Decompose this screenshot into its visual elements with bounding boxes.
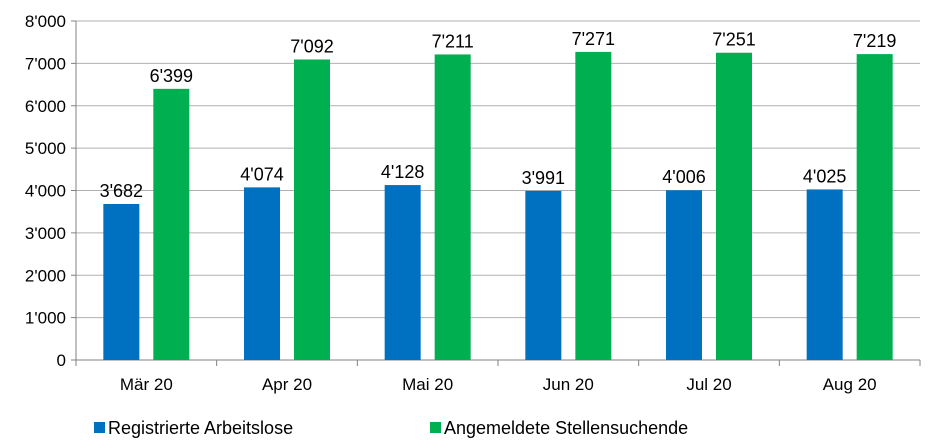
- data-label: 6'399: [150, 66, 193, 86]
- data-label: 7'271: [572, 29, 615, 49]
- legend: Registrierte Arbeitslose Angemeldete Stel…: [94, 418, 688, 438]
- bars: [103, 51, 893, 361]
- bar-registrierte: [666, 190, 702, 360]
- y-tick-label: 0: [57, 351, 66, 370]
- x-tick-label: Mär 20: [120, 375, 173, 394]
- legend-label: Registrierte Arbeitslose: [108, 418, 293, 438]
- data-labels: 3'682 6'399 4'074 7'092 4'128 7'211 3'991 7'271…: [100, 29, 897, 201]
- bar-registrierte: [103, 203, 140, 360]
- y-tick-label: 4'000: [25, 182, 66, 201]
- data-label: 4'006: [662, 167, 705, 187]
- bar-angemeldete: [294, 59, 330, 360]
- bar-registrierte: [384, 185, 421, 360]
- bar-angemeldete: [434, 54, 471, 361]
- data-label: 3'682: [100, 181, 143, 201]
- legend-label: Angemeldete Stellensuchende: [444, 418, 688, 438]
- y-tick-label: 3'000: [25, 224, 66, 243]
- bar-angemeldete: [153, 88, 190, 360]
- data-label: 7'092: [290, 36, 333, 56]
- data-label: 7'211: [432, 31, 474, 51]
- legend-swatch: [94, 422, 105, 433]
- data-label: 3'991: [522, 168, 565, 188]
- gridlines: [76, 20, 920, 319]
- y-tick-label: 6'000: [25, 97, 66, 116]
- bar-angemeldete: [856, 54, 893, 360]
- legend-swatch: [430, 422, 441, 433]
- axes: [71, 20, 921, 366]
- data-label: 7'219: [853, 31, 896, 51]
- bar-registrierte: [244, 187, 280, 360]
- y-tick-label: 2'000: [25, 266, 66, 285]
- data-label: 4'128: [381, 162, 424, 182]
- x-tick-label: Jul 20: [686, 375, 731, 394]
- data-label: 4'074: [240, 164, 283, 184]
- x-tick-label: Jun 20: [543, 375, 594, 394]
- bar-registrierte: [525, 190, 562, 360]
- data-label: 4'025: [803, 166, 846, 186]
- bar-angemeldete: [716, 52, 752, 360]
- x-axis-tick-labels: Mär 20 Apr 20 Mai 20 Jun 20 Jul 20 Aug 20: [120, 375, 877, 394]
- x-tick-label: Apr 20: [262, 375, 312, 394]
- x-tick-label: Mai 20: [402, 375, 453, 394]
- y-tick-label: 1'000: [25, 309, 66, 328]
- y-tick-label: 5'000: [25, 139, 66, 158]
- data-label: 7'251: [712, 30, 755, 50]
- x-tick-label: Aug 20: [823, 375, 877, 394]
- y-tick-label: 7'000: [25, 54, 66, 73]
- bar-registrierte: [806, 189, 843, 360]
- bar-angemeldete: [575, 51, 612, 360]
- y-tick-label: 8'000: [25, 12, 66, 31]
- y-axis-tick-labels: 0 1'000 2'000 3'000 4'000 5'000 6'000 7'000 8'00…: [25, 12, 66, 370]
